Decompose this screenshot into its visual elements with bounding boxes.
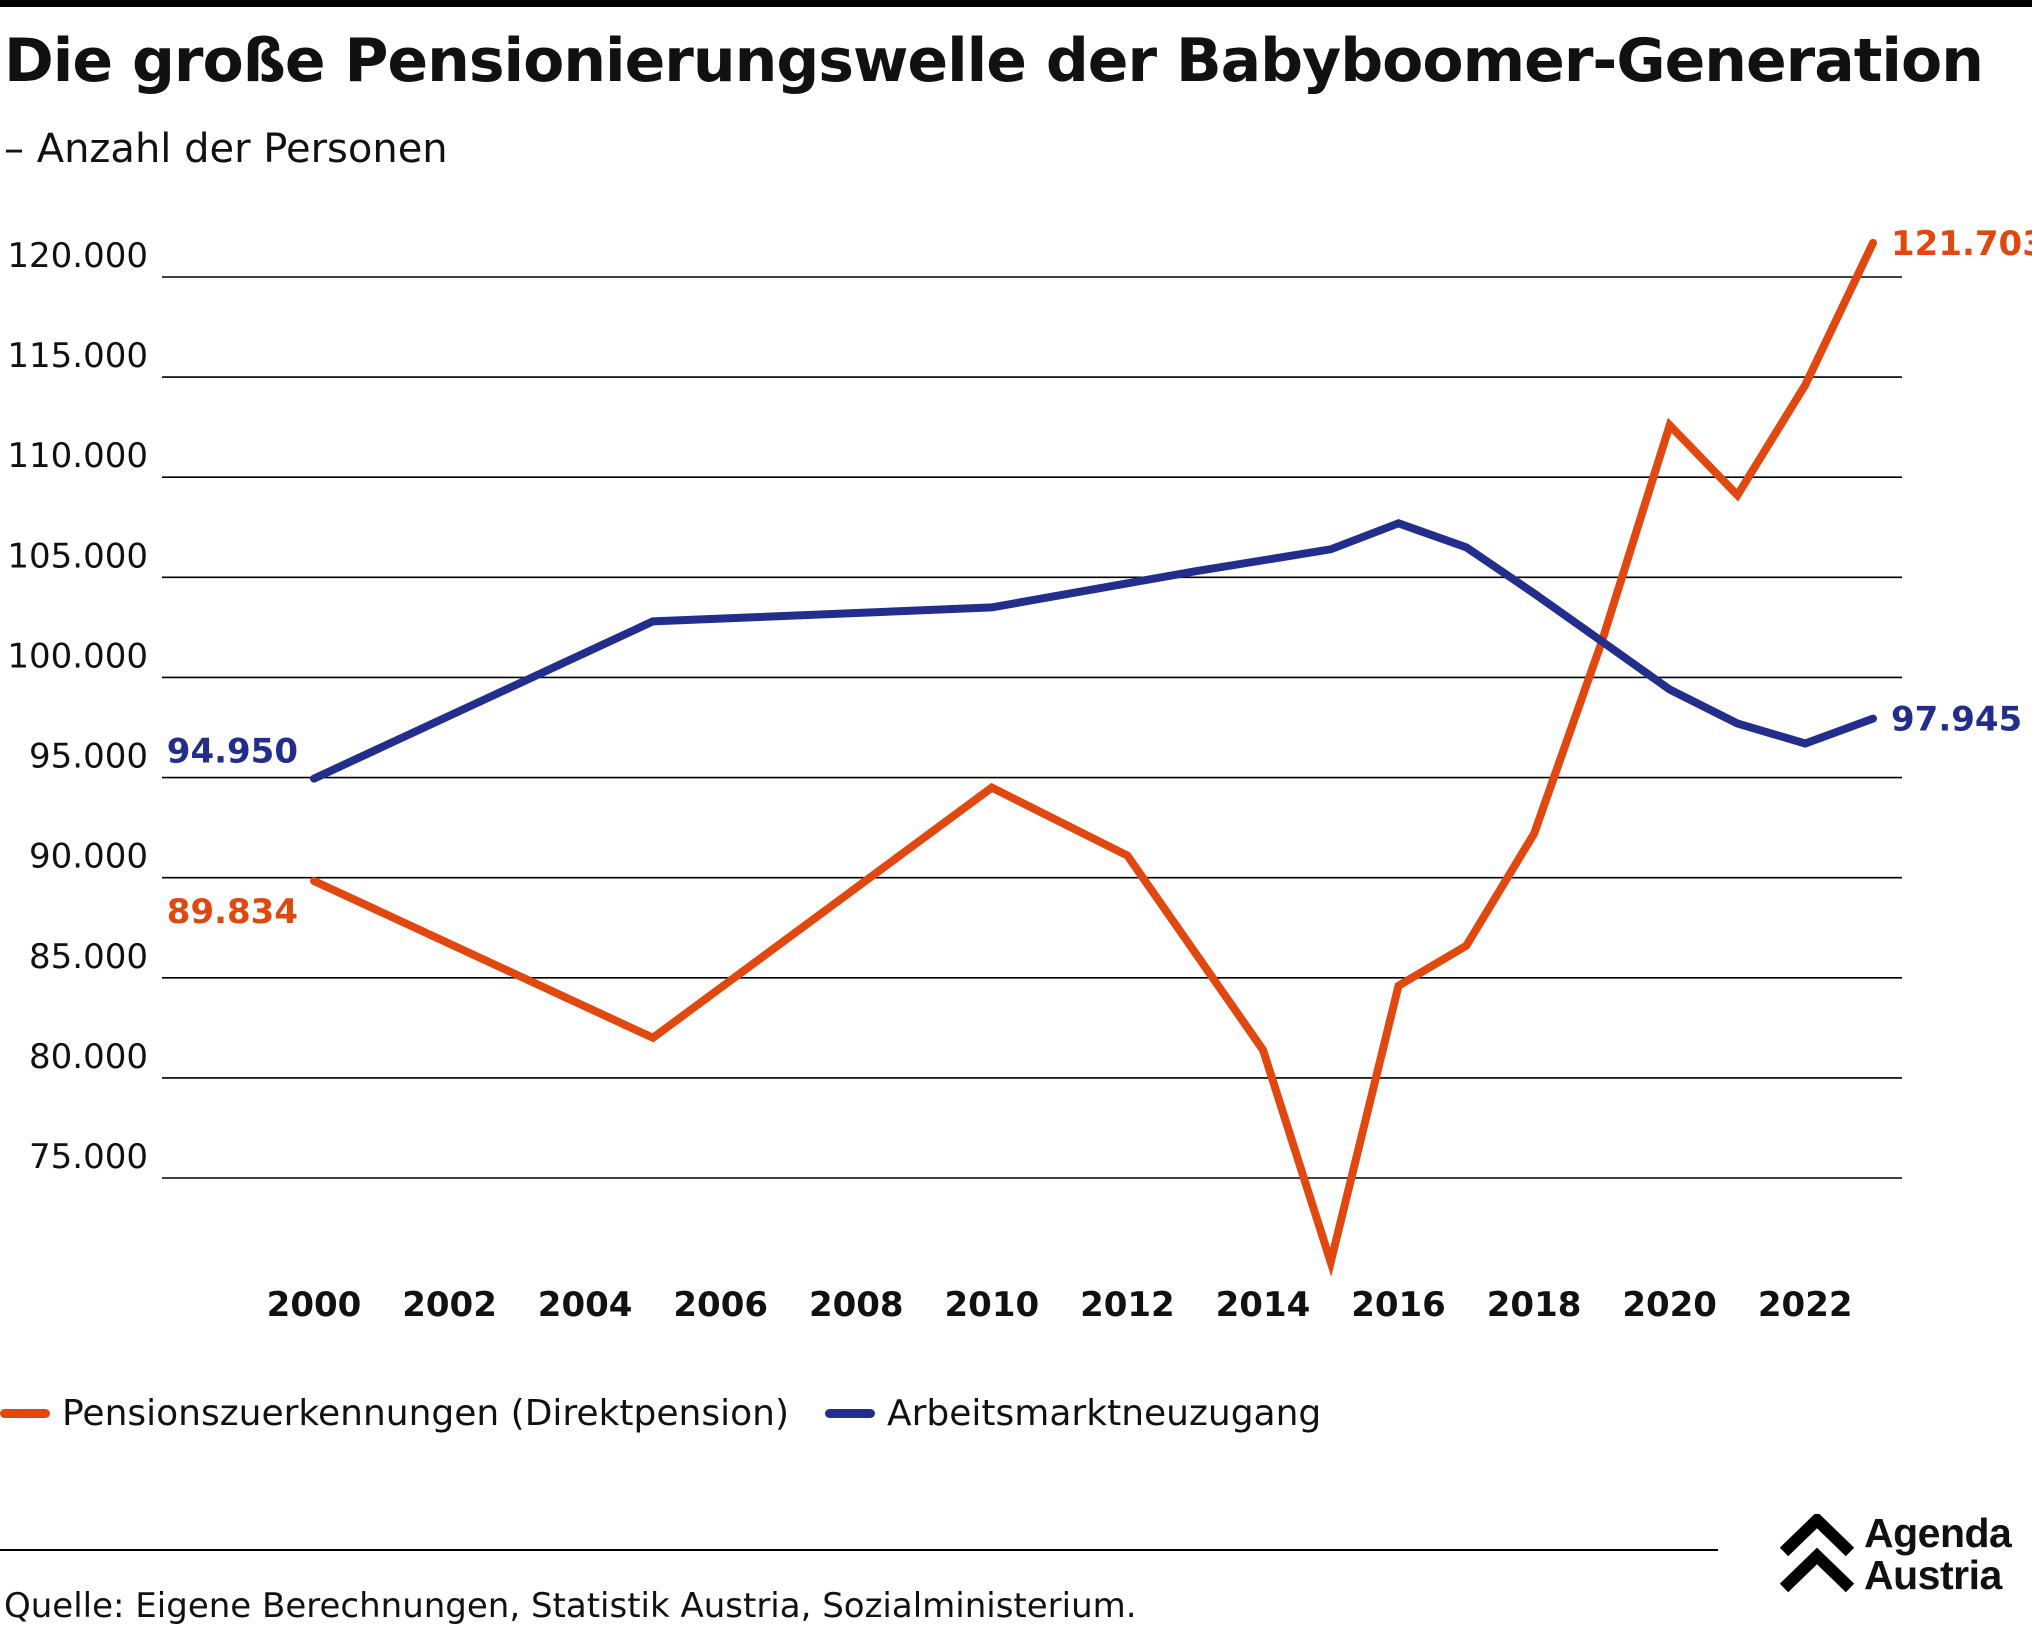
chart-title: Die große Pensionierungswelle der Babybo… (4, 26, 1984, 96)
legend: Pensionszuerkennungen (Direktpension) Ar… (0, 1393, 1357, 1434)
y-tick-label: 105.000 (7, 536, 148, 576)
series-line-pensions (310, 238, 1877, 1277)
series-line-labour-market (310, 519, 1877, 783)
legend-swatch-blue (825, 1409, 875, 1418)
series-lines (310, 238, 1877, 1277)
logo-line-2: Austria (1864, 1552, 2002, 1598)
x-tick-label: 2006 (673, 1285, 768, 1325)
end-value-label: 97.945 (1891, 700, 2022, 740)
x-tick-label: 2010 (945, 1285, 1040, 1325)
end-value-label: 121.703 (1891, 224, 2032, 264)
y-tick-label: 90.000 (29, 837, 148, 877)
x-tick-label: 2004 (538, 1285, 633, 1325)
line-chart: 75.000 80.000 85.000 90.000 95.000 100.000 105… (7, 224, 2032, 1325)
legend-label-labour-market: Arbeitsmarktneuzugang (887, 1393, 1322, 1434)
x-tick-label: 2012 (1080, 1285, 1175, 1325)
double-chevron-up-icon (1780, 1514, 1854, 1593)
chart-subtitle: – Anzahl der Personen (4, 126, 448, 172)
x-tick-label: 2022 (1758, 1285, 1853, 1325)
y-tick-label: 115.000 (7, 336, 148, 376)
top-rule (0, 0, 2032, 7)
bottom-rule (0, 1549, 1718, 1551)
agenda-austria-logo: Agenda Austria (1780, 1510, 2012, 1598)
y-tick-label: 80.000 (29, 1037, 148, 1077)
legend-swatch-orange (0, 1409, 50, 1418)
start-value-label: 94.950 (167, 732, 298, 772)
y-tick-label: 95.000 (29, 737, 148, 777)
x-tick-label: 2018 (1487, 1285, 1582, 1325)
x-tick-label: 2020 (1622, 1285, 1717, 1325)
x-tick-label: 2014 (1216, 1285, 1311, 1325)
y-tick-label: 120.000 (7, 236, 148, 276)
x-tick-label: 2000 (267, 1285, 362, 1325)
logo-text: Agenda Austria (1864, 1510, 2012, 1598)
x-tick-label: 2008 (809, 1285, 904, 1325)
source-note: Quelle: Eigene Berechnungen, Statistik A… (4, 1586, 1137, 1626)
start-value-label: 89.834 (167, 892, 298, 932)
legend-label-pensions: Pensionszuerkennungen (Direktpension) (62, 1393, 789, 1434)
y-tick-label: 75.000 (29, 1137, 148, 1177)
y-tick-label: 100.000 (7, 636, 148, 676)
data-labels: 89.834 121.703 94.950 97.945 (167, 224, 2032, 932)
legend-item-pensions: Pensionszuerkennungen (Direktpension) (0, 1393, 789, 1434)
legend-item-labour-market: Arbeitsmarktneuzugang (825, 1393, 1321, 1434)
y-tick-label: 85.000 (29, 937, 148, 977)
y-axis-tick-labels: 75.000 80.000 85.000 90.000 95.000 100.000 105… (7, 236, 148, 1177)
logo-line-1: Agenda (1864, 1510, 2012, 1556)
x-tick-label: 2016 (1351, 1285, 1446, 1325)
x-axis-tick-labels: 2000 2002 2004 2006 2008 2010 2012 2014 2016 2018… (267, 1285, 1853, 1325)
x-tick-label: 2002 (402, 1285, 497, 1325)
y-tick-label: 110.000 (7, 436, 148, 476)
grid-lines (162, 276, 1902, 1179)
